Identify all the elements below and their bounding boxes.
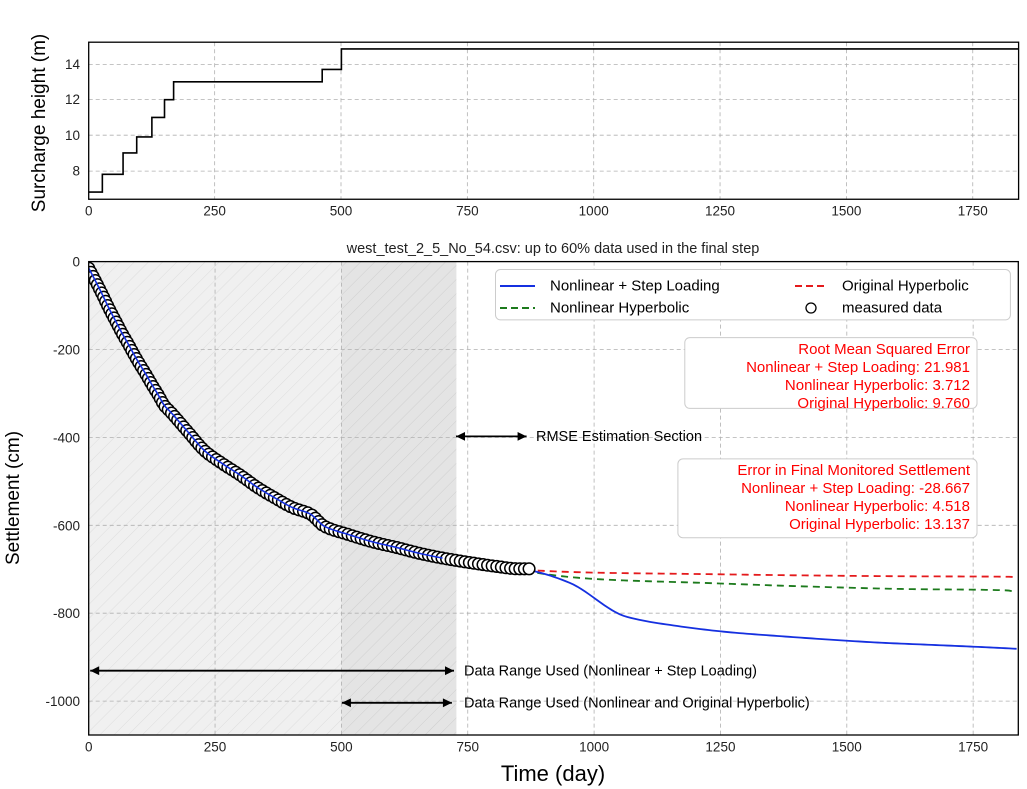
svg-text:1500: 1500 — [832, 740, 862, 755]
svg-text:Nonlinear + Step Loading: -28.: Nonlinear + Step Loading: -28.667 — [741, 480, 970, 497]
svg-text:measured data: measured data — [842, 300, 943, 317]
svg-text:500: 500 — [330, 740, 353, 755]
svg-text:Error in Final Monitored Settl: Error in Final Monitored Settlement — [737, 462, 970, 479]
svg-text:RMSE Estimation Section: RMSE Estimation Section — [536, 429, 702, 445]
svg-text:Original Hyperbolic: 9.760: Original Hyperbolic: 9.760 — [797, 395, 970, 412]
svg-text:1500: 1500 — [831, 204, 861, 219]
svg-text:250: 250 — [204, 740, 227, 755]
svg-text:Data Range Used (Nonlinear and: Data Range Used (Nonlinear and Original … — [464, 695, 810, 711]
svg-text:1000: 1000 — [579, 204, 609, 219]
svg-text:0: 0 — [72, 255, 80, 270]
svg-text:west_test_2_5_No_54.csv: up to: west_test_2_5_No_54.csv: up to 60% data … — [346, 241, 760, 257]
svg-text:250: 250 — [203, 204, 226, 219]
svg-text:500: 500 — [330, 204, 353, 219]
svg-text:1750: 1750 — [958, 204, 988, 219]
svg-text:Settlement (cm): Settlement (cm) — [3, 431, 24, 565]
svg-text:1750: 1750 — [958, 740, 988, 755]
svg-text:Data Range Used (Nonlinear + S: Data Range Used (Nonlinear + Step Loadin… — [464, 663, 757, 679]
svg-text:Original Hyperbolic: Original Hyperbolic — [842, 278, 969, 295]
svg-text:1000: 1000 — [579, 740, 609, 755]
svg-text:0: 0 — [85, 204, 93, 219]
svg-text:Nonlinear + Step Loading: Nonlinear + Step Loading — [550, 278, 720, 295]
svg-text:Nonlinear + Step Loading: 21.9: Nonlinear + Step Loading: 21.981 — [746, 359, 970, 376]
svg-text:-400: -400 — [53, 430, 80, 445]
svg-text:Root Mean Squared Error: Root Mean Squared Error — [798, 341, 970, 358]
svg-text:0: 0 — [85, 740, 93, 755]
svg-text:Surcharge height (m): Surcharge height (m) — [29, 34, 50, 212]
svg-text:-800: -800 — [53, 606, 80, 621]
svg-text:8: 8 — [72, 164, 80, 179]
svg-text:10: 10 — [65, 128, 80, 143]
svg-text:12: 12 — [65, 92, 80, 107]
svg-text:-1000: -1000 — [45, 694, 80, 709]
svg-text:1250: 1250 — [705, 204, 735, 219]
svg-text:Time (day): Time (day) — [501, 761, 605, 786]
svg-text:Nonlinear Hyperbolic: 4.518: Nonlinear Hyperbolic: 4.518 — [785, 498, 970, 515]
svg-text:750: 750 — [456, 740, 479, 755]
svg-text:14: 14 — [65, 57, 81, 72]
svg-text:1250: 1250 — [705, 740, 735, 755]
svg-text:-200: -200 — [53, 343, 80, 358]
svg-text:Nonlinear Hyperbolic: 3.712: Nonlinear Hyperbolic: 3.712 — [785, 377, 970, 394]
svg-text:-600: -600 — [53, 518, 80, 533]
svg-text:Nonlinear Hyperbolic: Nonlinear Hyperbolic — [550, 300, 690, 317]
svg-text:Original Hyperbolic: 13.137: Original Hyperbolic: 13.137 — [789, 516, 970, 533]
svg-text:750: 750 — [456, 204, 479, 219]
